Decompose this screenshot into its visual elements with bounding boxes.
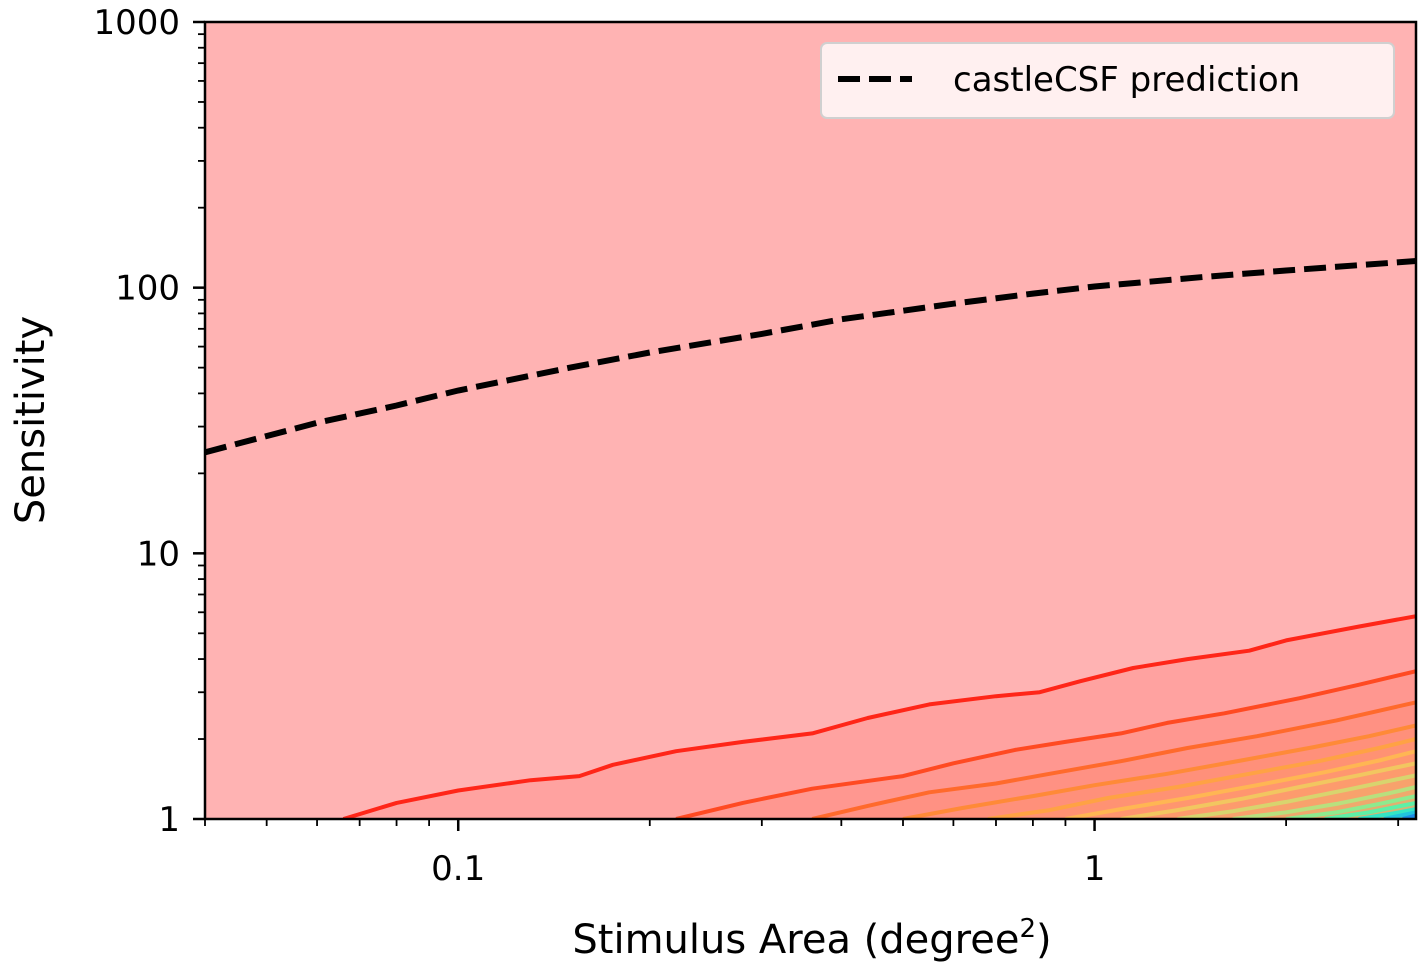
legend-box [820,42,1395,119]
contour-line-12 [1358,807,1416,819]
contour-line-2 [675,669,1416,819]
contour-region-4 [903,725,1416,819]
contour-line-7 [1120,761,1416,819]
series-layer [205,258,1416,456]
contour-line-10 [1285,794,1416,819]
contour-line-3 [811,700,1416,819]
series-line-castlecsf-prediction [205,258,1416,456]
contour-line-4 [902,723,1416,819]
y-axis-title: Sensitivity [8,316,54,524]
plot-frame [203,20,1418,821]
contour-line-5 [987,737,1416,819]
contour-line-1 [342,614,1416,819]
contour-line-6 [1065,749,1416,819]
y-tick-label: 1000 [93,3,180,43]
legend-entry-label: castleCSF prediction [953,60,1300,100]
contour-line-8 [1177,773,1416,819]
y-tick-label: 100 [115,269,180,309]
legend: castleCSF prediction [820,42,1395,119]
contour-line-9 [1232,785,1416,819]
y-tick-label: 10 [137,534,180,574]
x-axis-title: Stimulus Area (degree2) [572,914,1051,963]
y-tick-label: 1 [158,800,180,840]
axis-ticks: 0.1 1 1 10 100 1000 [93,3,1400,889]
contour-region-6 [1065,751,1416,819]
contour-line-11 [1324,800,1416,819]
plot-background [205,22,1416,819]
x-tick-label: 1 [1084,849,1106,889]
contour-region-7 [1120,763,1416,819]
x-tick-label: 0.1 [431,849,485,889]
contour-lines [342,614,1416,819]
